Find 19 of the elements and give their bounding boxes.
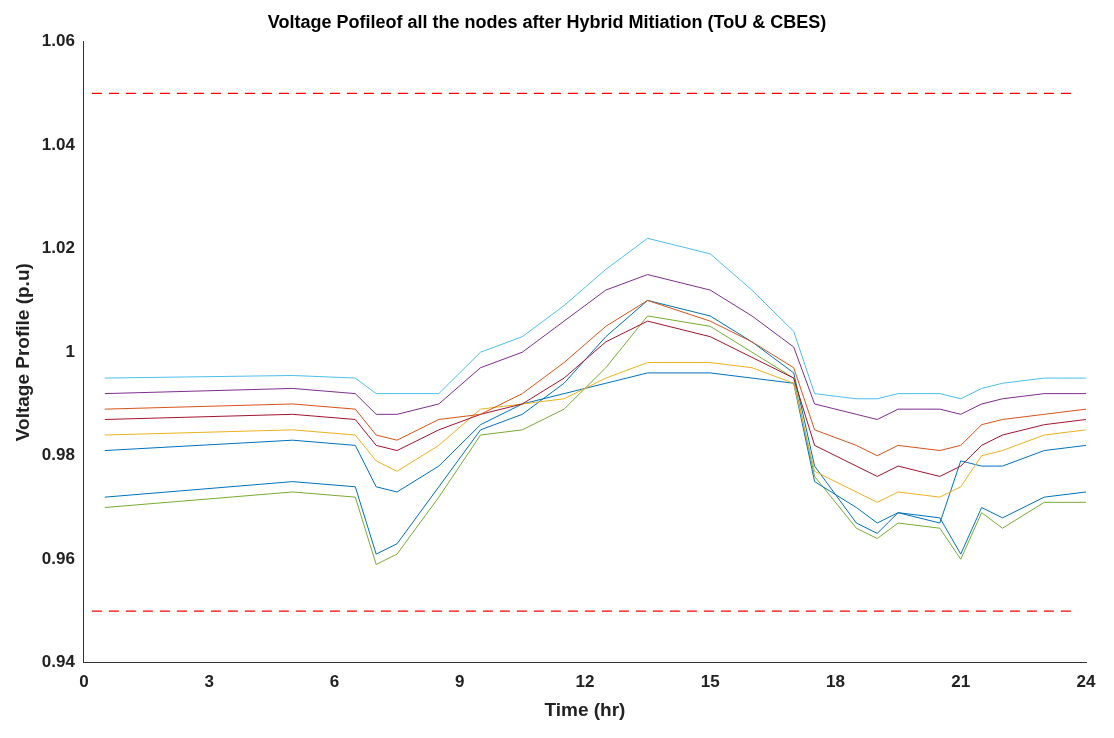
x-tick-label: 0 (79, 671, 89, 691)
x-tick-label: 21 (951, 671, 971, 691)
x-tick-label: 15 (700, 671, 720, 691)
x-tick-label: 9 (454, 671, 465, 691)
y-tick-label: 0.96 (41, 548, 75, 568)
x-tick-label: 3 (204, 671, 214, 691)
y-tick-label: 1 (65, 341, 75, 361)
x-tick-label: 6 (329, 671, 340, 691)
y-tick-label: 1.06 (41, 31, 75, 51)
x-axis-title: Time (hr) (544, 698, 626, 720)
x-tick-label: 12 (575, 671, 595, 691)
y-tick-label: 0.94 (41, 652, 76, 672)
y-axis-title: Voltage Profile (p.u) (11, 263, 33, 442)
x-tick-label: 24 (1076, 671, 1096, 691)
y-tick-label: 0.98 (41, 445, 75, 465)
chart-title: Voltage Pofileof all the nodes after Hybrid Mitiation (ToU & CBES) (267, 11, 827, 32)
y-tick-label: 1.04 (41, 134, 76, 154)
x-tick-label: 18 (826, 671, 845, 691)
y-tick-label: 1.02 (41, 238, 75, 258)
